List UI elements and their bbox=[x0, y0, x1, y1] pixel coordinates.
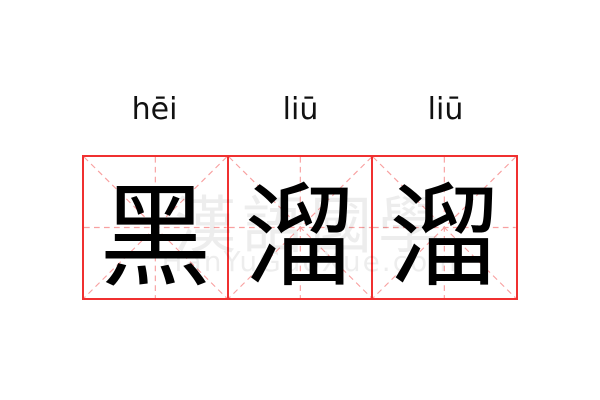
guide-lines bbox=[84, 157, 227, 298]
hanzi-1: 溜 bbox=[244, 172, 356, 303]
character-cell: 黑 bbox=[84, 157, 229, 303]
hanzi-0: 黑 bbox=[99, 172, 212, 303]
character-cell: 溜 bbox=[373, 157, 517, 303]
guide-lines bbox=[228, 157, 372, 298]
character-cell: 溜 bbox=[228, 157, 374, 303]
hanzi-2: 溜 bbox=[388, 172, 501, 303]
watermark-latin: HanYuGuoXue.com bbox=[161, 245, 459, 278]
character-grid: 黑 溜 溜 bbox=[82, 155, 518, 303]
pinyin-1: liū bbox=[282, 92, 319, 127]
pinyin-2: liū bbox=[427, 92, 464, 127]
watermark-hanzi: 漢語國學 bbox=[173, 189, 446, 262]
guide-lines bbox=[373, 157, 517, 298]
pinyin-0: hēi bbox=[131, 92, 178, 127]
